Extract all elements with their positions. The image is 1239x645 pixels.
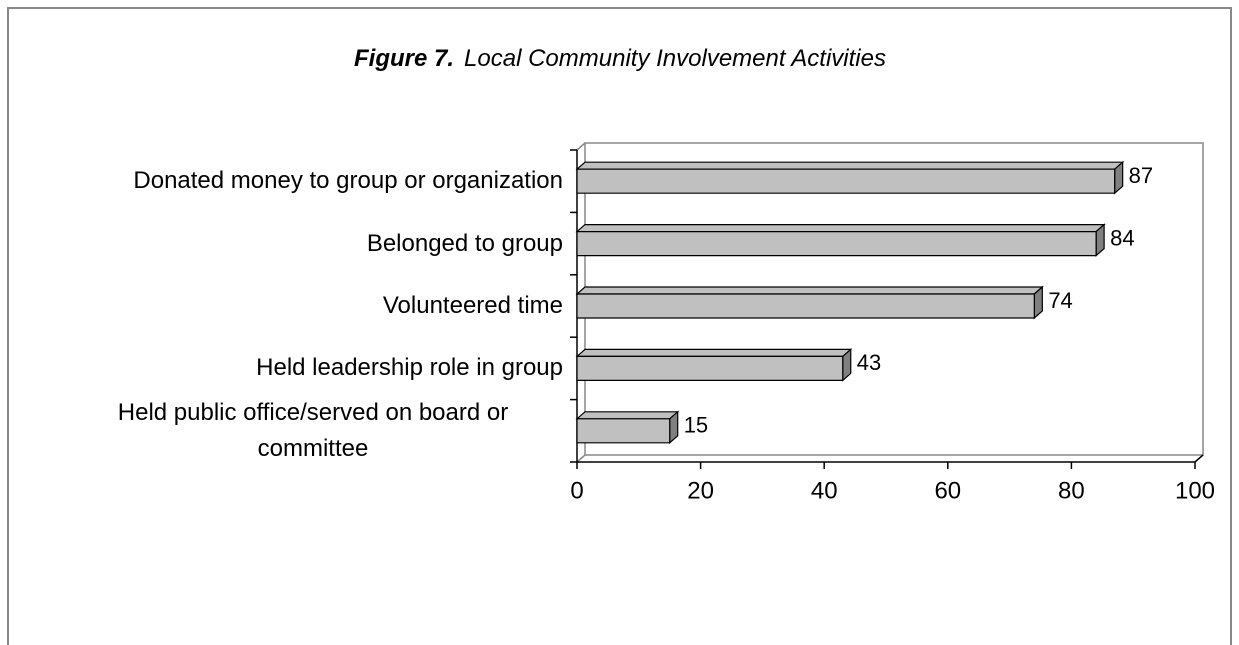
value-label: 74 (1048, 288, 1072, 313)
chart-title: Figure 7. Local Community Involvement Act… (354, 45, 886, 72)
bar (575, 223, 1106, 257)
bar (575, 160, 1125, 195)
title-text: Local Community Involvement Activities (464, 45, 886, 72)
value-label: 84 (1110, 225, 1134, 250)
bar (575, 285, 1044, 320)
bar (575, 410, 680, 445)
y-tick-label: Donated money to group or organization (133, 167, 563, 195)
bar-top (575, 348, 853, 357)
bar-top (575, 411, 680, 420)
figure-label: Figure 7. (354, 45, 454, 72)
value-label: 15 (684, 413, 708, 438)
bar-top (575, 286, 1044, 295)
floor (576, 142, 586, 463)
y-tick-label: Held public office/served on board or co… (117, 398, 509, 462)
y-tick-label: Held leadership role in group (256, 354, 563, 382)
bar (575, 348, 853, 382)
x-tick-label: 20 (687, 477, 714, 504)
bar-front (576, 168, 1116, 194)
value-label: 43 (857, 350, 881, 375)
bar-front (576, 293, 1035, 319)
bar-top (575, 224, 1106, 233)
x-tick-label: 40 (811, 477, 838, 504)
bar-top (575, 161, 1125, 170)
x-tick-label: 0 (570, 477, 583, 504)
bar-front (576, 355, 844, 381)
x-tick-label: 60 (934, 477, 961, 504)
frame (7, 7, 1232, 645)
x-tick-label: 80 (1058, 477, 1085, 504)
y-tick-label: Volunteered time (382, 292, 563, 319)
bar-front (576, 418, 671, 444)
y-tick-label: Belonged to group (366, 229, 563, 257)
bar-front (576, 231, 1097, 257)
value-label: 87 (1129, 163, 1153, 188)
x-tick-label: 100 (1175, 477, 1215, 504)
